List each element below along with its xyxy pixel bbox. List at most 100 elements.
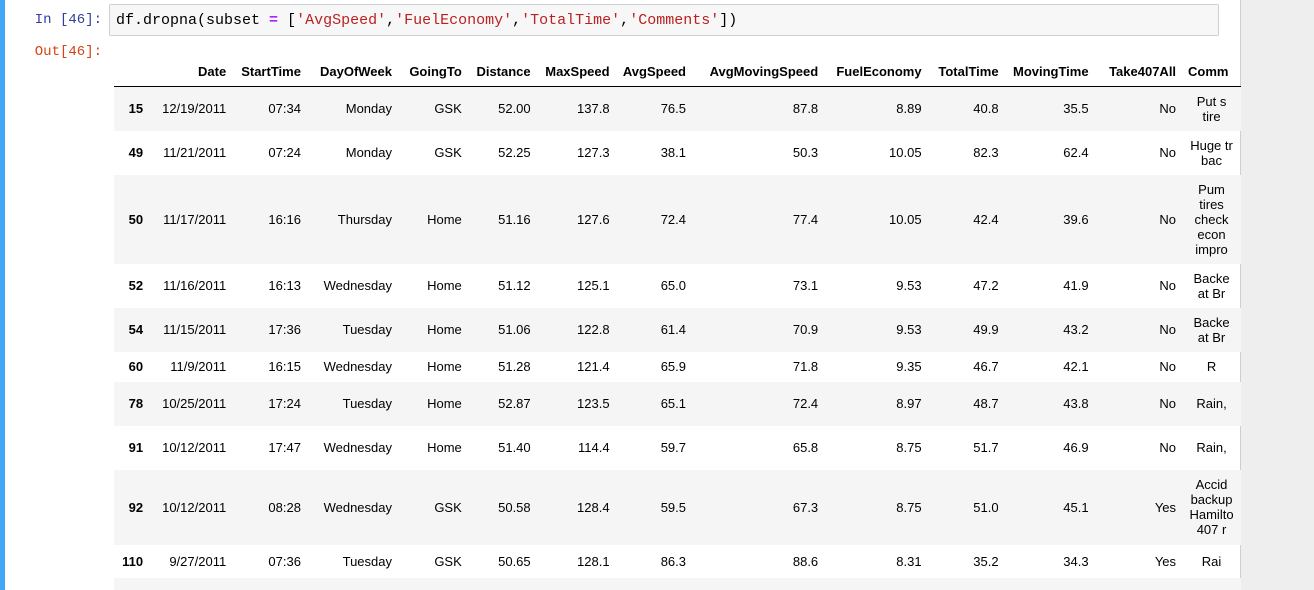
row-index: 50 [114, 174, 150, 264]
column-header-avgspeed: AvgSpeed [615, 56, 692, 87]
cell-maxspeed: 137.8 [536, 86, 616, 131]
code-comma: , [620, 12, 630, 29]
cell-totaltime: 51.0 [927, 469, 1005, 545]
cell-take407all: No [1094, 381, 1183, 426]
cell-distance: 50.65 [498, 553, 531, 569]
column-header-comments: Comm [1182, 56, 1241, 87]
cell-distance: 51.40 [498, 440, 531, 455]
cell-totaltime: 47.2 [973, 278, 999, 293]
notebook-cell[interactable]: In [46]: df.dropna(subset = ['AvgSpeed',… [0, 0, 1241, 590]
cell-dayofweek: Thursday [306, 174, 398, 264]
dataframe-table: Date StartTime DayOfWeek GoingTo Distanc… [114, 56, 1241, 590]
cell-movingtime: 46.9 [1063, 440, 1089, 455]
table-row: 50 11/17/2011 16:16 Thursday Home 51.16 127.6 7… [114, 174, 1241, 264]
cell-avgspeed: 86.3 [660, 553, 686, 569]
table-row: 91 10/12/2011 17:47 Wednesday Home 51.40 114.4… [114, 426, 1241, 470]
column-header-goingto: GoingTo [398, 56, 468, 87]
cell-avgspeed: 65.1 [615, 381, 692, 426]
cell-starttime: 07:34 [232, 86, 307, 131]
cell-avgmovingspeed: 67.3 [692, 469, 825, 545]
code-operator: = [269, 12, 279, 29]
column-header-dayofweek: DayOfWeek [306, 56, 398, 87]
cell-avgspeed: 38.1 [660, 145, 686, 160]
cell-maxspeed: 114.4 [577, 440, 610, 455]
cell-totaltime: 48.7 [927, 381, 1005, 426]
cell-distance: 51.28 [498, 359, 531, 374]
code-text[interactable]: df.dropna(subset = ['AvgSpeed','FuelEcon… [116, 12, 737, 29]
code-comma: , [386, 12, 396, 29]
row-index: 110 [122, 553, 144, 569]
cell-distance: 52.00 [467, 86, 537, 131]
cell-totaltime: 49.9 [927, 307, 1005, 352]
cell-avgmovingspeed: 65.8 [792, 440, 819, 455]
cell-goingto: Home [427, 278, 462, 293]
column-header-fueleconomy: FuelEconomy [824, 56, 928, 87]
row-index: 78 [114, 381, 150, 426]
cell-avgmovingspeed: 73.1 [792, 278, 819, 293]
cell-totaltime: 42.4 [927, 174, 1005, 264]
row-index: 54 [114, 307, 150, 352]
cell-dayofweek: Monday [306, 86, 398, 131]
cell-movingtime: 43.8 [1004, 381, 1095, 426]
cell-goingto: Home [427, 440, 462, 455]
cell-movingtime: 34.3 [1063, 553, 1089, 569]
cell-distance: 52.87 [467, 381, 537, 426]
cell-comments: Rain, [1196, 440, 1227, 455]
cell-comments: Pum tires check econ impro [1182, 174, 1241, 264]
cell-distance: 51.12 [498, 278, 531, 293]
table-row: 52 11/16/2011 16:13 Wednesday Home 51.12 125.1… [114, 264, 1241, 308]
cell-movingtime: 42.1 [1063, 359, 1089, 374]
cell-fueleconomy: 8.75 [824, 469, 928, 545]
row-index: 92 [114, 469, 150, 545]
output-prompt: Out[46]: [34, 44, 102, 60]
input-prompt: In [46]: [34, 12, 102, 28]
cell-fueleconomy: 10.05 [824, 174, 928, 264]
cell-starttime: 07:24 [268, 145, 301, 160]
cell-starttime: 17:24 [232, 381, 307, 426]
cell-maxspeed: 128.1 [577, 553, 610, 569]
cell-avgmovingspeed: 50.3 [792, 145, 819, 160]
table-row: 60 11/9/2011 16:15 Wednesday Home 51.28 121.4 6… [114, 352, 1241, 382]
cell-maxspeed: 122.8 [536, 307, 616, 352]
cell-avgmovingspeed: 88.6 [792, 553, 819, 569]
cell-date: 10/12/2011 [162, 440, 227, 455]
cell-dayofweek: Wednesday [323, 278, 392, 293]
cell-date: 10/25/2011 [149, 381, 233, 426]
cell-avgmovingspeed: 87.8 [692, 86, 825, 131]
output-area[interactable]: Date StartTime DayOfWeek GoingTo Distanc… [114, 56, 1241, 590]
empty-cell [615, 577, 692, 590]
cell-selection-bar [0, 0, 5, 590]
cell-totaltime: 51.7 [973, 440, 999, 455]
empty-cell [149, 577, 233, 590]
code-string: 'TotalTime' [521, 12, 621, 29]
cell-fueleconomy: 8.97 [824, 381, 928, 426]
row-index: 52 [128, 278, 144, 293]
column-header-maxspeed: MaxSpeed [536, 56, 616, 87]
cell-fueleconomy: 8.89 [824, 86, 928, 131]
code-input[interactable]: df.dropna(subset = ['AvgSpeed','FuelEcon… [109, 4, 1219, 36]
cell-take407all: Yes [1154, 553, 1177, 569]
empty-cell [1182, 577, 1241, 590]
cell-dayofweek: Monday [345, 145, 392, 160]
row-index: 91 [128, 440, 144, 455]
cell-movingtime: 41.9 [1063, 278, 1089, 293]
cell-date: 10/12/2011 [149, 469, 233, 545]
cell-avgmovingspeed: 70.9 [692, 307, 825, 352]
cell-date: 11/15/2011 [149, 307, 233, 352]
cell-right-border [1240, 0, 1241, 590]
cell-fueleconomy: 9.35 [896, 359, 922, 374]
cell-fueleconomy: 8.31 [896, 553, 922, 569]
empty-cell [927, 577, 1005, 590]
cell-starttime: 17:36 [232, 307, 307, 352]
cell-avgmovingspeed: 71.8 [792, 359, 819, 374]
cell-goingto: GSK [434, 145, 462, 160]
cell-totaltime: 40.8 [927, 86, 1005, 131]
cell-date: 9/27/2011 [169, 553, 227, 569]
cell-goingto: Home [398, 174, 468, 264]
table-header-row: Date StartTime DayOfWeek GoingTo Distanc… [114, 56, 1241, 87]
cell-fueleconomy: 10.05 [889, 145, 922, 160]
cell-date: 11/16/2011 [163, 278, 227, 293]
cell-take407all: No [1159, 440, 1177, 455]
cell-fueleconomy: 8.75 [896, 440, 922, 455]
cell-starttime: 17:47 [268, 440, 301, 455]
